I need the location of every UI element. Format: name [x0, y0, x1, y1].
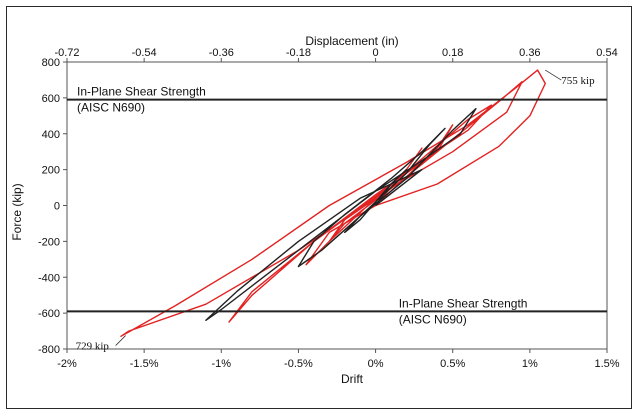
chart-frame: -2% -1.5% -1% -0.5% 0% 0.5% 1% 1.5% -0.72 -0.54 -0…	[6, 6, 632, 409]
x-tick-label: -0.5%	[284, 358, 313, 370]
x2-tick-label: -0.72	[54, 47, 79, 59]
annotation-leader	[545, 69, 562, 81]
x-axis-title: Drift	[341, 372, 364, 386]
hysteresis-series-1	[120, 69, 546, 337]
x2-tick-label: 0.18	[442, 47, 463, 59]
annotation-leader	[115, 335, 126, 346]
shear-strength-code-label: (AISC N690)	[399, 312, 467, 326]
y-tick-label: 400	[42, 129, 60, 141]
y-axis-title: Force (kip)	[10, 183, 24, 240]
x2-tick-label: 0.36	[519, 47, 540, 59]
shear-strength-label: In-Plane Shear Strength	[77, 85, 206, 99]
x2-tick-label: -0.18	[286, 47, 311, 59]
y-tick-label: -800	[38, 344, 60, 356]
shear-strength-label: In-Plane Shear Strength	[399, 296, 528, 310]
y-tick-label: -600	[38, 308, 60, 320]
x-tick-label: 1.5%	[594, 358, 619, 370]
hysteresis-curves	[120, 69, 546, 337]
chart-labels: Displacement (in) Drift Force (kip)	[10, 34, 399, 386]
x2-tick-label: -0.54	[132, 47, 157, 59]
hysteresis-series-2	[205, 107, 477, 321]
y-tick-label: 200	[42, 165, 60, 177]
plot-area: -2% -1.5% -1% -0.5% 0% 0.5% 1% 1.5% -0.72 -0.54 -0…	[38, 47, 620, 370]
reference-lines: In-Plane Shear Strength (AISC N690) In-Pla…	[67, 69, 607, 353]
x-tick-label: 1%	[522, 358, 538, 370]
x-tick-label: -1.5%	[130, 358, 159, 370]
y-tick-label: -400	[38, 272, 60, 284]
force-drift-chart: -2% -1.5% -1% -0.5% 0% 0.5% 1% 1.5% -0.72 -0.54 -0…	[10, 34, 620, 386]
y-tick-label: 0	[54, 201, 60, 213]
x2-tick-label: 0.54	[596, 47, 617, 59]
peak-annotation: 729 kip	[76, 341, 110, 353]
x-tick-label: -1%	[212, 358, 232, 370]
x-tick-label: -2%	[57, 358, 77, 370]
y-tick-label: 800	[42, 57, 60, 69]
x-tick-label: 0.5%	[440, 358, 465, 370]
x-tick-label: 0%	[368, 358, 384, 370]
x2-tick-label: 0	[373, 47, 379, 59]
x2-tick-label: -0.36	[209, 47, 234, 59]
y-tick-label: -200	[38, 236, 60, 248]
y-tick-label: 600	[42, 93, 60, 105]
shear-strength-code-label: (AISC N690)	[77, 101, 145, 115]
peak-annotation: 755 kip	[561, 75, 595, 87]
top-axis-title: Displacement (in)	[305, 34, 398, 48]
